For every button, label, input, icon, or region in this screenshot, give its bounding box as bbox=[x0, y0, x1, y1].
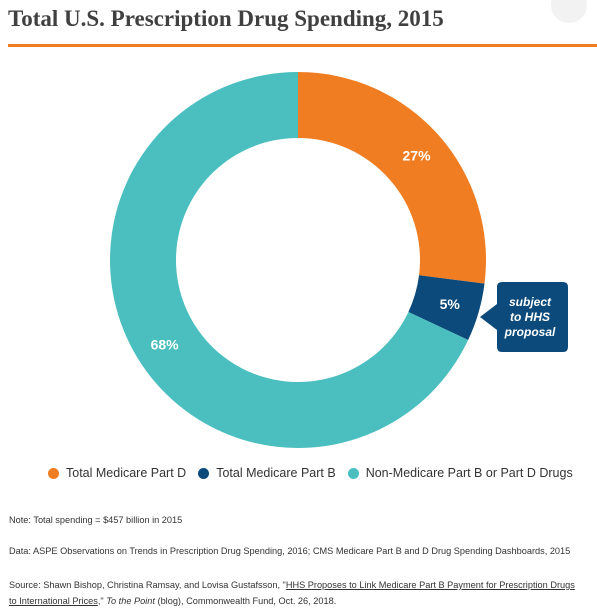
chart-legend: Total Medicare Part D Total Medicare Par… bbox=[48, 466, 585, 480]
note-data-sources: Data: ASPE Observations on Trends in Pre… bbox=[9, 546, 571, 556]
source-prefix: Source: Shawn Bishop, Christina Ramsay, … bbox=[9, 580, 286, 590]
callout-line-3: proposal bbox=[504, 325, 556, 339]
slice-label-non-medicare: 68% bbox=[151, 337, 180, 353]
legend-swatch-part-b bbox=[198, 467, 210, 479]
slice-label-part-b: 5% bbox=[440, 296, 461, 312]
source-suffix: (blog), Commonwealth Fund, Oct. 26, 2018… bbox=[154, 596, 337, 606]
legend-label-part-b: Total Medicare Part B bbox=[216, 466, 336, 480]
donut-slice-part-d bbox=[298, 72, 486, 284]
legend-label-part-d: Total Medicare Part D bbox=[66, 466, 187, 480]
donut-slice-part-b bbox=[408, 275, 485, 341]
callout-line-2: to HHS bbox=[510, 310, 550, 324]
donut-chart: 27% 5% 68% subject to HHS proposal bbox=[110, 72, 568, 448]
source-mid: ," bbox=[97, 596, 107, 606]
title-rule bbox=[8, 44, 597, 47]
source-link[interactable]: HHS Proposes to Link Medicare Part B Pay… bbox=[285, 580, 575, 590]
callout-box bbox=[480, 282, 568, 352]
legend-label-non-medicare: Non-Medicare Part B or Part D Drugs bbox=[365, 466, 573, 480]
note-source: Source: Shawn Bishop, Christina Ramsay, … bbox=[9, 577, 575, 609]
source-blog-name: To the Point bbox=[106, 596, 155, 606]
donut-slice-non-medicare bbox=[110, 72, 469, 448]
legend-item-part-d: Total Medicare Part D bbox=[48, 466, 186, 480]
callout-line-1: subject bbox=[509, 295, 552, 309]
page-title: Total U.S. Prescription Drug Spending, 2… bbox=[8, 6, 444, 31]
legend-swatch-part-d bbox=[48, 467, 59, 479]
legend-item-non-medicare: Non-Medicare Part B or Part D Drugs bbox=[347, 466, 573, 480]
source-link-continued[interactable]: to International Prices bbox=[9, 596, 98, 606]
note-total-spending: Note: Total spending = $457 billion in 2… bbox=[9, 515, 183, 525]
legend-item-part-b: Total Medicare Part B bbox=[198, 466, 336, 480]
slice-label-part-d: 27% bbox=[403, 148, 432, 164]
annotation-callout: subject to HHS proposal bbox=[480, 282, 568, 352]
logo-icon bbox=[551, 0, 587, 23]
legend-swatch-non-medicare bbox=[347, 467, 359, 479]
